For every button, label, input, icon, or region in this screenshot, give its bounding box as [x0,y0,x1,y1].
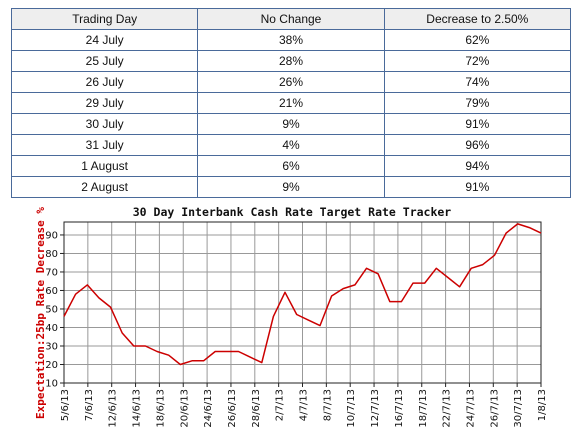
y-tick-label: 60 [45,286,58,297]
y-tick-label: 50 [45,304,58,315]
y-tick-label: 30 [45,341,58,352]
cell-trading-day: 30 July [10,113,199,135]
x-tick-label: 16/7/13 [394,389,405,428]
header-decrease: Decrease to 2.50% [383,8,572,30]
table-row: 31 July 4% 96% [10,134,572,156]
table-row: 30 July 9% 91% [10,113,572,135]
rates-table-container: Trading Day No Change Decrease to 2.50% … [10,8,572,198]
cell-decrease: 96% [383,134,572,156]
table-row: 1 August 6% 94% [10,155,572,177]
cell-trading-day: 24 July [10,29,199,51]
header-no-change: No Change [197,8,385,30]
x-tick-label: 18/7/13 [418,389,429,428]
table-row: 24 July 38% 62% [10,29,572,51]
x-tick-label: 18/6/13 [155,389,166,428]
cell-no-change: 21% [197,92,385,114]
cell-trading-day: 25 July [10,50,199,72]
x-tick-label: 14/6/13 [132,389,143,428]
cell-trading-day: 1 August [10,155,199,177]
cell-decrease: 91% [383,113,572,135]
rate-probability-table: Trading Day No Change Decrease to 2.50% … [10,8,572,198]
table-header-row: Trading Day No Change Decrease to 2.50% [10,8,572,30]
cell-decrease: 91% [383,176,572,198]
y-tick-label: 70 [45,267,58,278]
x-tick-label: 8/7/13 [322,389,333,421]
table-row: 2 August 9% 91% [10,176,572,198]
y-tick-labels: 10 20 30 40 50 60 70 80 90 [45,230,64,390]
cell-no-change: 9% [197,113,385,135]
y-tick-label: 80 [45,249,58,260]
cell-decrease: 72% [383,50,572,72]
rate-tracker-chart: 30 Day Interbank Cash Rate Target Rate T… [34,205,548,428]
y-tick-label: 40 [45,323,58,334]
x-tick-label: 4/7/13 [299,389,310,421]
table-row: 25 July 28% 72% [10,50,572,72]
x-tick-label: 12/6/13 [108,389,119,428]
series-line [63,223,542,366]
table-body: 24 July 38% 62% 25 July 28% 72% 26 July 26% 74% 2… [10,29,572,198]
x-tick-label: 26/6/13 [227,389,238,428]
x-tick-label: 7/6/13 [84,389,95,421]
cell-no-change: 6% [197,155,385,177]
x-tick-label: 5/6/13 [60,389,71,421]
y-tick-label: 90 [45,230,58,241]
x-tick-label: 26/7/13 [489,389,500,428]
cell-decrease: 62% [383,29,572,51]
x-tick-label: 1/8/13 [537,389,548,421]
y-axis-label: Expectation:25bp Rate Decrease % [34,207,47,419]
cell-decrease: 74% [383,71,572,93]
y-tick-label: 10 [45,379,58,390]
cell-no-change: 4% [197,134,385,156]
table-row: 29 July 21% 79% [10,92,572,114]
cell-trading-day: 26 July [10,71,199,93]
x-tick-label: 22/7/13 [442,389,453,428]
cell-trading-day: 2 August [10,176,199,198]
cell-decrease: 94% [383,155,572,177]
x-tick-label: 30/7/13 [513,389,524,428]
cell-no-change: 26% [197,71,385,93]
x-tick-label: 24/6/13 [203,389,214,428]
x-tick-labels: 5/6/13 7/6/13 12/6/13 14/6/13 18/6/13 20/6/13… [60,383,548,428]
y-tick-label: 20 [45,360,58,371]
cell-no-change: 9% [197,176,385,198]
x-tick-label: 12/7/13 [370,389,381,428]
x-tick-label: 28/6/13 [251,389,262,428]
cell-no-change: 38% [197,29,385,51]
table-row: 26 July 26% 74% [10,71,572,93]
cell-decrease: 79% [383,92,572,114]
x-tick-label: 20/6/13 [179,389,190,428]
header-trading-day: Trading Day [10,8,199,30]
grid-lines [63,222,542,384]
x-tick-label: 2/7/13 [275,389,286,421]
x-tick-label: 24/7/13 [465,389,476,428]
cell-no-change: 28% [197,50,385,72]
x-tick-label: 10/7/13 [346,389,357,428]
cell-trading-day: 31 July [10,134,199,156]
chart-title: 30 Day Interbank Cash Rate Target Rate T… [133,205,452,219]
cell-trading-day: 29 July [10,92,199,114]
